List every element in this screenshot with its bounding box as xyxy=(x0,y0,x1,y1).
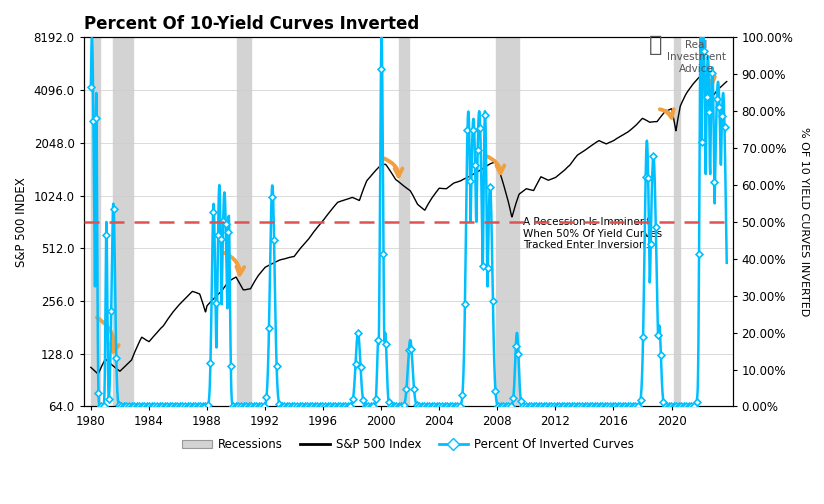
Bar xyxy=(91,37,100,406)
Y-axis label: S&P 500 INDEX: S&P 500 INDEX xyxy=(15,177,28,267)
Bar xyxy=(237,37,250,406)
Text: Real
Investment
Advice: Real Investment Advice xyxy=(667,40,726,74)
Bar xyxy=(496,37,519,406)
Text: Percent Of 10-Yield Curves Inverted: Percent Of 10-Yield Curves Inverted xyxy=(83,15,419,33)
Text: A Recession Is Imminent
When 50% Of Yield Curves
Tracked Enter Inversion.: A Recession Is Imminent When 50% Of Yiel… xyxy=(523,217,662,250)
Bar xyxy=(113,37,133,406)
Y-axis label: % OF 10 YIELD CURVES INVERTED: % OF 10 YIELD CURVES INVERTED xyxy=(799,128,809,317)
Text: 🦅: 🦅 xyxy=(648,35,662,55)
Bar xyxy=(399,37,409,406)
Legend: Recessions, S&P 500 Index, Percent Of Inverted Curves: Recessions, S&P 500 Index, Percent Of In… xyxy=(177,433,639,456)
Bar xyxy=(675,37,681,406)
